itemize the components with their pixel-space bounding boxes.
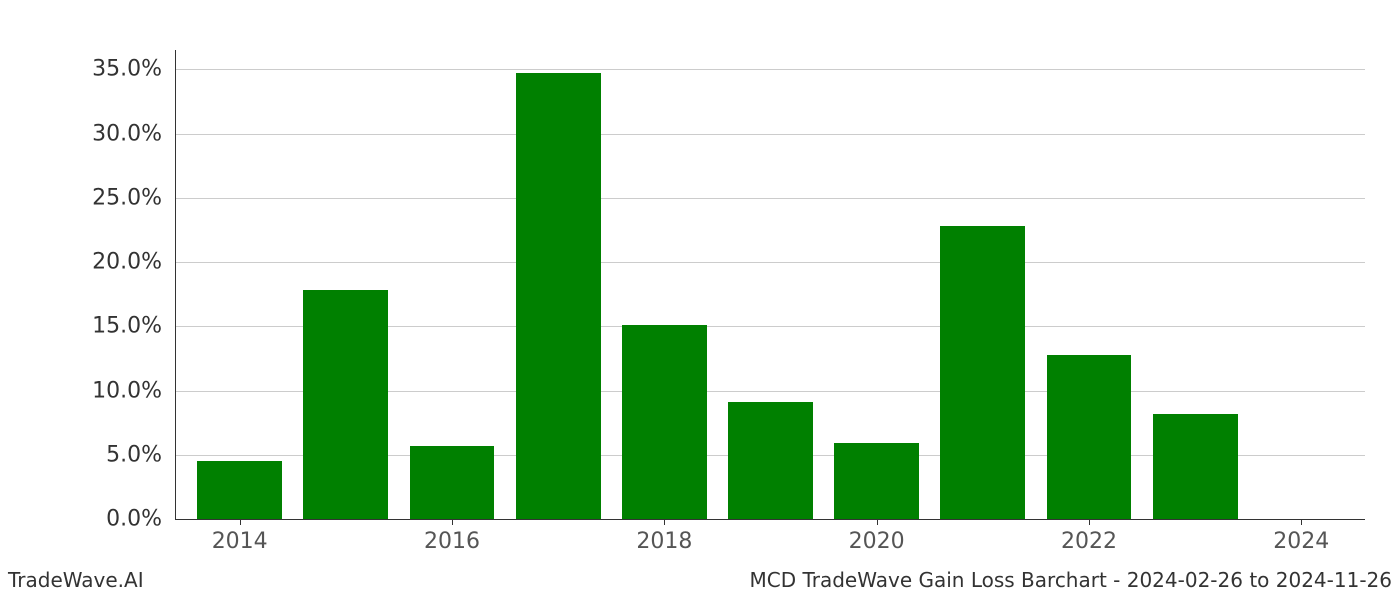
gridline xyxy=(176,198,1365,199)
bar xyxy=(1153,414,1238,519)
gridline xyxy=(176,69,1365,70)
bar xyxy=(622,325,707,519)
bar xyxy=(834,443,919,519)
x-axis-label: 2024 xyxy=(1273,529,1329,554)
bar xyxy=(728,402,813,519)
y-axis-label: 25.0% xyxy=(92,185,162,210)
gridline xyxy=(176,262,1365,263)
y-axis-label: 5.0% xyxy=(106,442,162,467)
bar xyxy=(940,226,1025,519)
x-tick xyxy=(664,519,665,525)
y-axis-label: 0.0% xyxy=(106,507,162,532)
x-axis-label: 2020 xyxy=(849,529,905,554)
y-axis-label: 20.0% xyxy=(92,250,162,275)
bar xyxy=(1047,355,1132,519)
plot-area: 0.0%5.0%10.0%15.0%20.0%25.0%30.0%35.0%20… xyxy=(175,50,1365,520)
y-axis-label: 10.0% xyxy=(92,378,162,403)
x-tick xyxy=(1301,519,1302,525)
chart-container: 0.0%5.0%10.0%15.0%20.0%25.0%30.0%35.0%20… xyxy=(175,50,1365,520)
x-tick xyxy=(877,519,878,525)
y-axis-label: 15.0% xyxy=(92,314,162,339)
x-tick xyxy=(1089,519,1090,525)
x-tick xyxy=(452,519,453,525)
bar xyxy=(303,290,388,519)
footer-left-label: TradeWave.AI xyxy=(8,568,144,592)
x-axis-label: 2014 xyxy=(212,529,268,554)
footer-right-label: MCD TradeWave Gain Loss Barchart - 2024-… xyxy=(750,568,1393,592)
bar xyxy=(516,73,601,519)
x-axis-label: 2018 xyxy=(636,529,692,554)
bar xyxy=(410,446,495,519)
x-axis-label: 2022 xyxy=(1061,529,1117,554)
y-axis-label: 30.0% xyxy=(92,121,162,146)
x-axis-label: 2016 xyxy=(424,529,480,554)
bar xyxy=(197,461,282,519)
gridline xyxy=(176,134,1365,135)
x-tick xyxy=(240,519,241,525)
y-axis-label: 35.0% xyxy=(92,57,162,82)
